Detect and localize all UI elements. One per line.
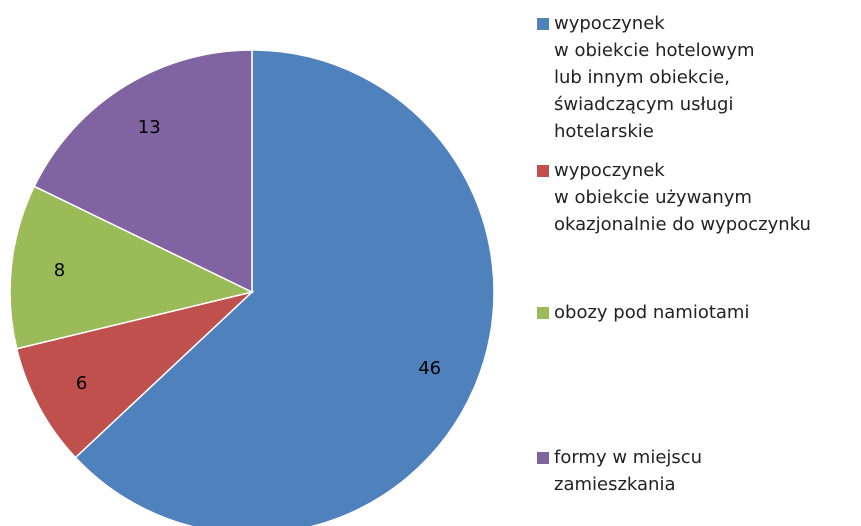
pie-slice <box>15 290 255 459</box>
legend-swatch <box>537 165 549 177</box>
pie-slice <box>33 49 253 294</box>
legend-label: obozy pod namiotami <box>554 302 750 323</box>
data-label: 6 <box>76 373 87 394</box>
pie-slice <box>9 185 255 350</box>
legend-label: formy w miejscu zamieszkania <box>554 447 703 495</box>
data-label: 13 <box>138 117 161 138</box>
legend-item: obozy pod namiotami <box>537 299 857 326</box>
legend-swatch <box>537 452 549 464</box>
legend-item: wypoczynek w obiekcie hotelowym lub inny… <box>537 10 857 145</box>
data-label: 8 <box>54 260 65 281</box>
legend-item: formy w miejscu zamieszkania <box>537 444 857 498</box>
legend-item: wypoczynek w obiekcie używanym okazjonal… <box>537 157 857 238</box>
data-label: 46 <box>418 358 441 379</box>
legend-label: wypoczynek w obiekcie hotelowym lub inny… <box>554 13 755 142</box>
legend-swatch <box>537 307 549 319</box>
legend-label: wypoczynek w obiekcie używanym okazjonal… <box>554 160 811 235</box>
pie-slice <box>74 49 495 526</box>
legend-swatch <box>537 18 549 30</box>
